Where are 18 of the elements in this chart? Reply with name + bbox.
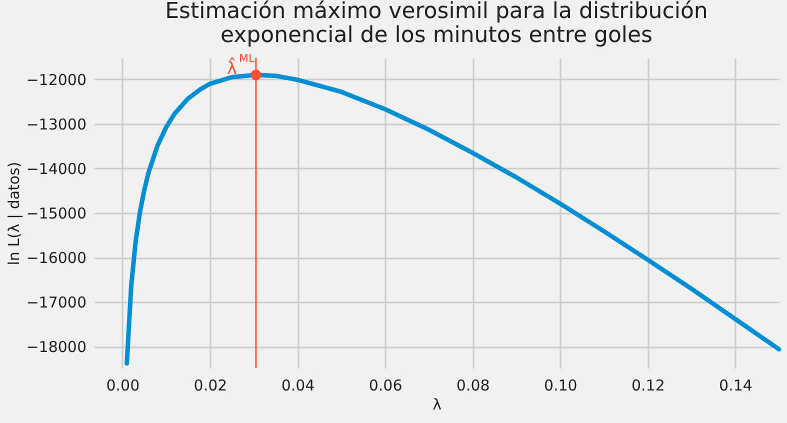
x-tick-label: 0.08 bbox=[456, 376, 490, 394]
chart-title: Estimación máximo verosimil para la distribución exponencial de los minutos entre goles bbox=[165, 0, 708, 48]
y-tick-label: −13000 bbox=[26, 115, 86, 134]
x-tick-label: 0.12 bbox=[631, 376, 665, 394]
x-tick-label: 0.00 bbox=[106, 376, 140, 394]
y-tick-label: −17000 bbox=[26, 294, 86, 312]
y-tick-label: −14000 bbox=[26, 160, 86, 178]
x-axis-title: λ bbox=[432, 396, 442, 414]
x-tick-label: 0.02 bbox=[194, 376, 228, 394]
x-tick-label: 0.14 bbox=[719, 376, 752, 394]
x-tick-label: 0.06 bbox=[368, 376, 402, 394]
x-tick-label: 0.04 bbox=[281, 376, 315, 394]
x-tick-label: 0.10 bbox=[544, 376, 578, 394]
y-axis-title: ln L(λ | datos) bbox=[5, 162, 24, 266]
y-tick-label: −12000 bbox=[26, 70, 86, 89]
y-tick-label: −15000 bbox=[26, 204, 86, 222]
y-tick-label: −18000 bbox=[26, 338, 86, 356]
y-tick-label: −16000 bbox=[26, 249, 86, 268]
